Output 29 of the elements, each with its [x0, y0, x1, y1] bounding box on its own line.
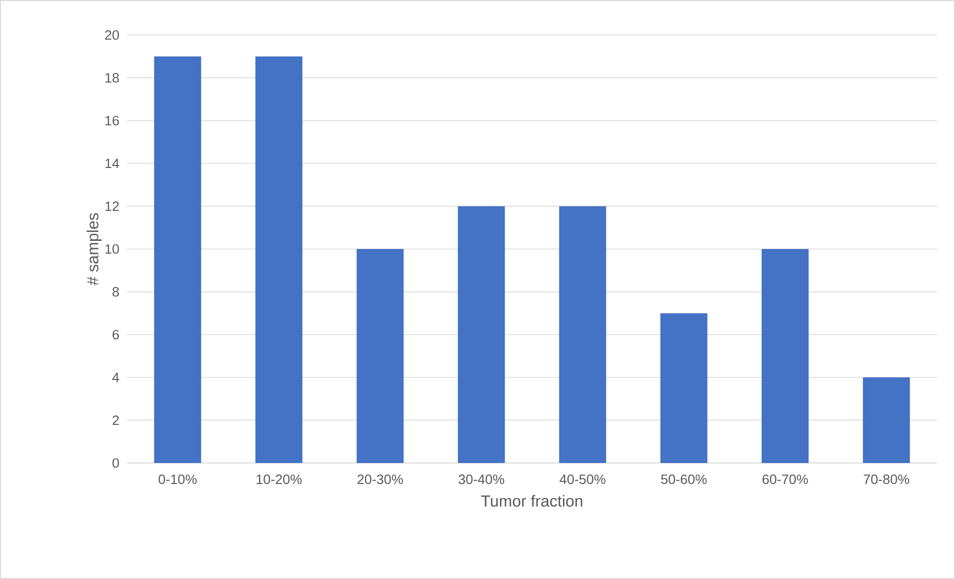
x-tick-label: 20-30% [358, 474, 403, 484]
x-tick-label: 40-50% [560, 474, 606, 484]
x-tick-label: 70-80% [864, 474, 910, 484]
bar [356, 249, 404, 463]
y-tick-label: 6 [112, 330, 119, 340]
bar [762, 249, 809, 463]
x-tick-label: 60-70% [762, 474, 808, 484]
y-tick-label: 10 [105, 244, 119, 254]
y-tick-label: 4 [112, 372, 120, 382]
y-tick-label: 2 [112, 415, 119, 425]
bar [862, 377, 910, 463]
bar [660, 313, 708, 463]
bar [154, 56, 202, 463]
bar [255, 56, 302, 463]
y-tick-label: 8 [112, 287, 119, 297]
y-tick-label: 16 [105, 116, 119, 126]
y-tick-label: 0 [112, 458, 119, 468]
x-tick-label: 10-20% [256, 474, 302, 484]
x-tick-label: 50-60% [661, 474, 707, 484]
y-tick-label: 20 [105, 30, 119, 40]
bar [458, 206, 505, 463]
y-tick-label: 12 [105, 201, 119, 211]
y-axis-title: # samples [86, 213, 102, 286]
y-tick-label: 18 [105, 73, 119, 83]
x-axis-title: Tumor fraction [481, 494, 582, 507]
x-tick-label: 0-10% [158, 474, 197, 484]
x-tick-label: 30-40% [458, 474, 504, 484]
y-tick-label: 14 [105, 158, 120, 168]
bar [559, 206, 606, 463]
